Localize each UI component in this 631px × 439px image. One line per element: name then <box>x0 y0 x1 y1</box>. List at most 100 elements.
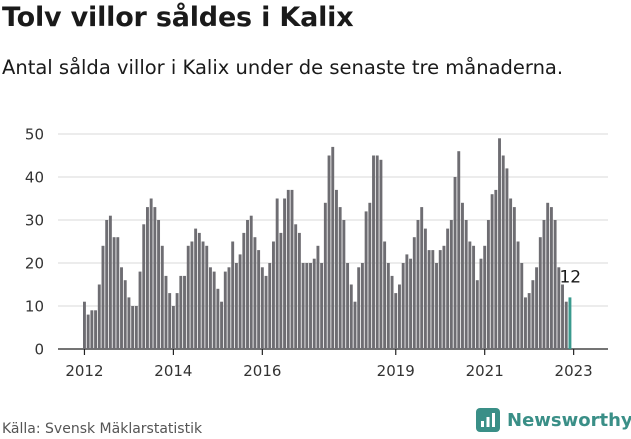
bar <box>112 237 116 349</box>
bar <box>338 207 342 349</box>
bar <box>83 301 86 349</box>
bar <box>264 275 268 349</box>
bar <box>479 258 483 349</box>
bar <box>468 241 472 349</box>
bar <box>105 220 109 349</box>
bar <box>238 254 242 349</box>
bar <box>327 155 331 349</box>
bar <box>542 220 546 349</box>
bar <box>201 241 205 349</box>
bar <box>297 232 301 349</box>
bar <box>134 306 138 349</box>
bar <box>349 284 353 349</box>
x-tick-label: 2023 <box>555 362 593 380</box>
bar <box>398 284 401 349</box>
bar <box>305 263 309 349</box>
bar <box>205 245 209 349</box>
x-tick-label: 2021 <box>466 362 504 380</box>
bar <box>438 250 442 349</box>
bar <box>249 215 253 349</box>
bar <box>157 220 161 349</box>
bar <box>383 241 387 349</box>
bar <box>394 293 398 349</box>
bar-chart: 0 10 20 30 40 50 2012 2014 2016 2019 2021 2023 12 <box>25 126 608 380</box>
bar <box>138 271 142 349</box>
bar <box>364 211 368 349</box>
bar <box>346 263 350 349</box>
bar <box>335 189 338 349</box>
bar <box>257 250 261 349</box>
bar <box>427 250 431 349</box>
bar <box>372 155 375 349</box>
bar <box>316 245 320 349</box>
bar <box>527 293 531 349</box>
bar-latest <box>568 297 572 349</box>
bar <box>86 314 90 349</box>
bar <box>531 280 535 349</box>
bar <box>390 275 394 349</box>
bar <box>331 146 335 349</box>
bar <box>290 189 294 349</box>
bar <box>164 275 168 349</box>
bar <box>483 245 487 349</box>
bar <box>546 202 550 349</box>
y-tick-label: 50 <box>25 126 44 144</box>
latest-value-label: 12 <box>559 267 581 287</box>
bar <box>494 189 498 349</box>
bar <box>461 202 464 349</box>
bar <box>435 263 438 349</box>
bar <box>186 245 190 349</box>
y-tick-label: 10 <box>25 298 44 316</box>
bar <box>457 151 461 349</box>
y-tick-label: 0 <box>34 341 44 359</box>
bar <box>353 301 357 349</box>
bar <box>416 220 420 349</box>
bar <box>301 263 305 349</box>
bar <box>123 280 127 349</box>
bar <box>505 168 509 349</box>
bar <box>142 224 146 349</box>
bar <box>309 263 312 349</box>
bar <box>168 293 172 349</box>
bar <box>223 271 227 349</box>
bars <box>83 138 572 349</box>
x-tick-label: 2012 <box>65 362 103 380</box>
bar <box>94 310 98 349</box>
bar <box>149 198 153 349</box>
bar <box>490 194 494 349</box>
bar <box>275 198 279 349</box>
bar <box>171 306 175 349</box>
bar <box>486 220 490 349</box>
bar <box>294 224 298 349</box>
newsworthy-brand: Newsworthy <box>476 408 631 432</box>
bar <box>320 263 324 349</box>
bar <box>475 280 479 349</box>
bar <box>375 155 379 349</box>
bar <box>412 237 416 349</box>
bar <box>498 138 501 349</box>
bar <box>268 263 272 349</box>
bar <box>442 245 446 349</box>
bar <box>549 207 553 349</box>
source-note: Källa: Svensk Mäklarstatistik <box>2 421 203 437</box>
bar <box>516 241 520 349</box>
bar <box>127 297 131 349</box>
bar <box>553 220 557 349</box>
bar <box>146 207 149 349</box>
bar <box>97 284 101 349</box>
bar <box>420 207 424 349</box>
bar <box>360 263 364 349</box>
bar <box>231 241 235 349</box>
bar <box>197 232 201 349</box>
bar <box>246 220 249 349</box>
bar <box>260 267 264 349</box>
bar <box>431 250 435 349</box>
chart-title: Tolv villor såldes i Kalix <box>2 2 354 33</box>
bar <box>557 267 561 349</box>
bar <box>464 220 468 349</box>
bar <box>286 189 290 349</box>
bar <box>323 202 327 349</box>
bar <box>509 198 513 349</box>
bar <box>386 263 390 349</box>
bar <box>234 263 238 349</box>
